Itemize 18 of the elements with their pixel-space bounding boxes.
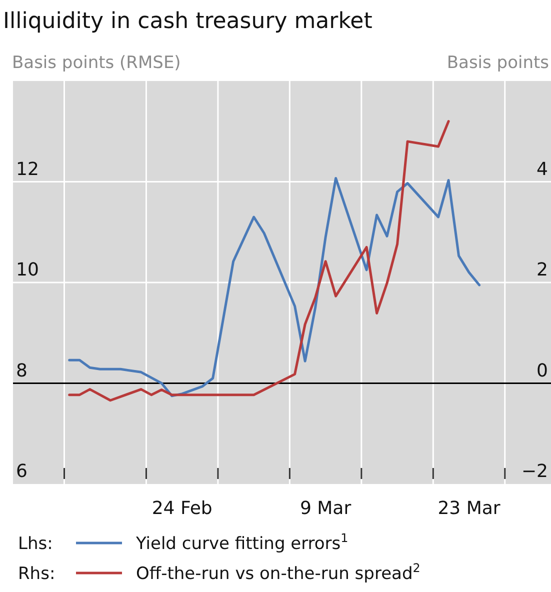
y-tick-label: 12: [16, 158, 39, 180]
y2-tick-label: 2: [536, 260, 548, 280]
legend-label: Yield curve fitting errors$^{1}$: [135, 531, 348, 554]
y2-tick-label: 4: [536, 158, 548, 180]
y2-tick-label: 0: [536, 360, 548, 382]
x-tick-label: 23 Mar: [438, 498, 501, 519]
y-axis-title: Basis points (RMSE): [12, 53, 181, 73]
x-tick-label: 9 Mar: [300, 498, 352, 519]
y2-axis-title: Basis points: [446, 53, 550, 73]
text: Lhs:: [18, 534, 53, 554]
y-tick-label: 10: [16, 260, 39, 280]
y-tick-label: 8: [16, 360, 28, 382]
text: Rhs:: [18, 564, 56, 584]
chart-title: Illiquidity in cash treasury market: [3, 9, 373, 34]
y2-tick-label: −2: [521, 461, 548, 482]
legend-label: Off-the-run vs on-the-run spread$^{2}$: [136, 561, 420, 584]
y-tick-label: 6: [16, 461, 28, 482]
x-tick-label: 24 Feb: [152, 498, 212, 519]
